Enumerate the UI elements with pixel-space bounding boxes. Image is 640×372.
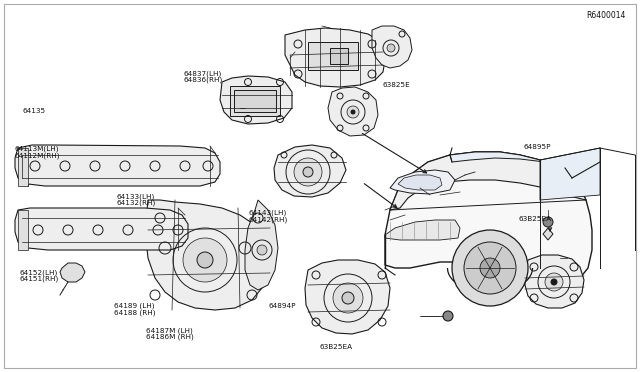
Circle shape: [333, 283, 363, 313]
Polygon shape: [372, 26, 412, 68]
Text: 64186M (RH): 64186M (RH): [146, 333, 194, 340]
Circle shape: [551, 279, 557, 285]
Circle shape: [480, 258, 500, 278]
Polygon shape: [328, 87, 378, 136]
Polygon shape: [220, 76, 292, 124]
Polygon shape: [274, 145, 346, 197]
Polygon shape: [15, 208, 188, 250]
Text: R6400014: R6400014: [586, 11, 626, 20]
Text: 64113M(LH): 64113M(LH): [14, 146, 59, 153]
Polygon shape: [385, 152, 592, 288]
Circle shape: [342, 292, 354, 304]
Polygon shape: [398, 175, 442, 190]
Bar: [308, 42, 358, 70]
Text: 63B25EA: 63B25EA: [320, 344, 353, 350]
Polygon shape: [390, 170, 455, 194]
Text: 64189 (LH): 64189 (LH): [114, 303, 154, 310]
Polygon shape: [18, 148, 28, 186]
Text: 64836(RH): 64836(RH): [184, 77, 223, 83]
Polygon shape: [390, 152, 586, 210]
Text: 64132(RH): 64132(RH): [116, 199, 156, 206]
Polygon shape: [525, 255, 584, 308]
Circle shape: [257, 245, 267, 255]
Circle shape: [294, 158, 322, 186]
Polygon shape: [285, 28, 385, 87]
Circle shape: [183, 238, 227, 282]
Circle shape: [545, 273, 563, 291]
Polygon shape: [540, 148, 600, 200]
Polygon shape: [385, 220, 460, 240]
Circle shape: [464, 242, 516, 294]
Polygon shape: [305, 260, 390, 334]
Text: 64135: 64135: [22, 108, 45, 114]
Polygon shape: [450, 152, 572, 178]
Text: 64188 (RH): 64188 (RH): [114, 309, 156, 316]
Text: 64837(LH): 64837(LH): [184, 70, 222, 77]
Text: 63825E: 63825E: [383, 82, 410, 88]
Text: 64133(LH): 64133(LH): [116, 193, 155, 200]
Circle shape: [347, 106, 359, 118]
Circle shape: [452, 230, 528, 306]
Circle shape: [351, 110, 355, 114]
Text: 64143(LH): 64143(LH): [248, 210, 287, 217]
Circle shape: [197, 252, 213, 268]
Polygon shape: [543, 228, 553, 240]
Text: 64142(RH): 64142(RH): [248, 216, 287, 223]
Circle shape: [543, 217, 553, 227]
Polygon shape: [15, 145, 220, 186]
Text: 64894P: 64894P: [269, 303, 296, 309]
Polygon shape: [18, 210, 28, 250]
Circle shape: [443, 311, 453, 321]
Bar: [330, 48, 348, 64]
Text: 64152(LH): 64152(LH): [19, 269, 58, 276]
Bar: [234, 90, 276, 112]
Text: 64187M (LH): 64187M (LH): [146, 327, 193, 334]
Bar: [230, 86, 280, 116]
Polygon shape: [60, 263, 85, 282]
Polygon shape: [245, 200, 278, 290]
Text: 64151(RH): 64151(RH): [19, 276, 58, 282]
Text: 63B25EA: 63B25EA: [518, 217, 552, 222]
Text: 64112M(RH): 64112M(RH): [14, 152, 60, 159]
Circle shape: [303, 167, 313, 177]
Circle shape: [387, 44, 395, 52]
Polygon shape: [145, 200, 270, 310]
Text: 64895P: 64895P: [524, 144, 551, 150]
